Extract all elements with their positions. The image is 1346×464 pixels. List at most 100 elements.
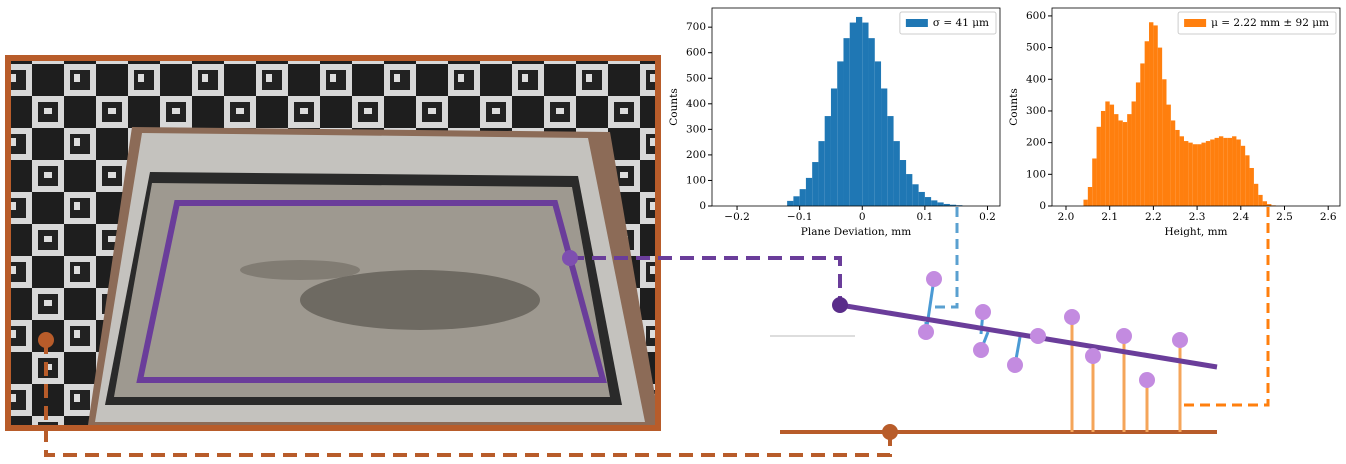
hist-bar bbox=[1201, 143, 1205, 206]
hist-bar bbox=[825, 116, 831, 206]
hist-bar bbox=[894, 141, 900, 206]
hist-bar bbox=[831, 88, 837, 206]
legend-label: μ = 2.22 mm ± 92 μm bbox=[1211, 17, 1329, 29]
hist-bar bbox=[1241, 146, 1245, 206]
hist-bar bbox=[1245, 155, 1249, 206]
hist-bar bbox=[1263, 201, 1267, 206]
hist-bar bbox=[837, 61, 843, 206]
hist-bar bbox=[862, 23, 868, 206]
x-axis-label: Plane Deviation, mm bbox=[801, 226, 911, 238]
hist-bar bbox=[1236, 139, 1240, 206]
hist-bar bbox=[919, 192, 925, 206]
hist-bar bbox=[1215, 138, 1219, 206]
y-axis-label: Counts bbox=[668, 88, 680, 126]
x-tick-label: 2.4 bbox=[1232, 211, 1249, 223]
y-axis-label: Counts bbox=[1008, 88, 1020, 126]
hist-bar bbox=[1110, 105, 1114, 206]
hist-bar bbox=[1136, 82, 1140, 206]
y-tick-label: 600 bbox=[1026, 10, 1046, 22]
hist-bar bbox=[1250, 168, 1254, 206]
figure: −0.2 −0.1 0 0.1 0.2 0 100 200 300 400 500 600 700 Pla… bbox=[0, 0, 1346, 460]
hist-bar bbox=[1105, 101, 1109, 206]
hist-bar bbox=[1145, 41, 1149, 206]
hist-bar bbox=[1088, 187, 1092, 206]
hist-bar bbox=[931, 200, 937, 206]
x-tick-label: 0.2 bbox=[979, 211, 996, 223]
hist-bar bbox=[1114, 114, 1118, 206]
hist-bar bbox=[881, 88, 887, 206]
y-tick-label: 300 bbox=[1026, 105, 1046, 117]
hist-bar bbox=[937, 202, 943, 206]
y-tick-label: 500 bbox=[686, 72, 706, 84]
hist-bar bbox=[906, 174, 912, 206]
hist-bar bbox=[875, 61, 881, 206]
x-tick-label: −0.2 bbox=[724, 211, 750, 223]
hist-bar bbox=[1140, 63, 1144, 206]
legend-swatch bbox=[1184, 19, 1206, 27]
hist-bar bbox=[787, 201, 793, 206]
hist-bar bbox=[793, 196, 799, 206]
hist-bar bbox=[887, 116, 893, 206]
hist-bar bbox=[856, 17, 862, 206]
hist-bar bbox=[1184, 141, 1188, 206]
hist-bar bbox=[900, 160, 906, 206]
hist-bar bbox=[912, 184, 918, 206]
hist-bar bbox=[1197, 144, 1201, 206]
hist-bar bbox=[1123, 122, 1127, 206]
y-tick-label: 100 bbox=[1026, 168, 1046, 180]
hist-bar bbox=[1127, 114, 1131, 206]
y-tick-label: 500 bbox=[1026, 42, 1046, 54]
hist-bar bbox=[1149, 22, 1153, 206]
hist-bar bbox=[1258, 195, 1262, 206]
x-tick-label: 0.1 bbox=[917, 211, 934, 223]
hist-bar bbox=[800, 189, 806, 206]
hist-bar bbox=[1083, 200, 1087, 206]
y-tick-label: 0 bbox=[699, 200, 706, 212]
x-tick-label: 2.6 bbox=[1320, 211, 1337, 223]
hist-bar bbox=[1180, 136, 1184, 206]
y-tick-label: 200 bbox=[1026, 137, 1046, 149]
y-tick-label: 700 bbox=[686, 21, 706, 33]
y-tick-label: 600 bbox=[686, 47, 706, 59]
hist-bar bbox=[806, 178, 812, 206]
y-tick-label: 300 bbox=[686, 123, 706, 135]
hist-bar bbox=[850, 23, 856, 206]
legend-label: σ = 41 μm bbox=[933, 17, 989, 29]
photo bbox=[8, 58, 660, 428]
y-tick-label: 200 bbox=[686, 149, 706, 161]
hist-bar bbox=[1132, 101, 1136, 206]
hist-bar bbox=[1101, 111, 1105, 206]
hist-bar bbox=[818, 141, 824, 206]
y-tick-label: 400 bbox=[1026, 73, 1046, 85]
hist-bar bbox=[1228, 138, 1232, 206]
y-tick-label: 100 bbox=[686, 174, 706, 186]
hist-bar bbox=[812, 162, 818, 206]
hist-bar bbox=[1097, 127, 1101, 206]
hist-bar bbox=[1188, 143, 1192, 206]
legend-swatch bbox=[906, 19, 928, 27]
x-tick-label: 2.1 bbox=[1101, 211, 1118, 223]
hist-bar bbox=[1206, 141, 1210, 206]
x-tick-label: 2.0 bbox=[1058, 211, 1075, 223]
x-tick-label: −0.1 bbox=[787, 211, 813, 223]
y-tick-label: 0 bbox=[1039, 200, 1046, 212]
x-tick-label: 2.2 bbox=[1145, 211, 1162, 223]
hist-bar bbox=[1254, 184, 1258, 206]
hist-bar bbox=[1223, 138, 1227, 206]
hist-bar bbox=[843, 38, 849, 206]
x-axis-label: Height, mm bbox=[1164, 226, 1227, 238]
x-tick-label: 0 bbox=[859, 211, 866, 223]
hist-bar bbox=[1118, 120, 1122, 206]
x-tick-label: 2.3 bbox=[1189, 211, 1206, 223]
hist-bar bbox=[1171, 120, 1175, 206]
hist-bar bbox=[1092, 158, 1096, 206]
hist-bar bbox=[1210, 139, 1214, 206]
y-tick-label: 400 bbox=[686, 98, 706, 110]
hist-bar bbox=[1193, 144, 1197, 206]
hist-bar bbox=[1158, 48, 1162, 206]
hist-bar bbox=[1175, 130, 1179, 206]
hist-bar bbox=[1153, 25, 1157, 206]
hist-bar bbox=[1219, 136, 1223, 206]
hist-bar bbox=[869, 38, 875, 206]
hist-bar bbox=[925, 197, 931, 206]
